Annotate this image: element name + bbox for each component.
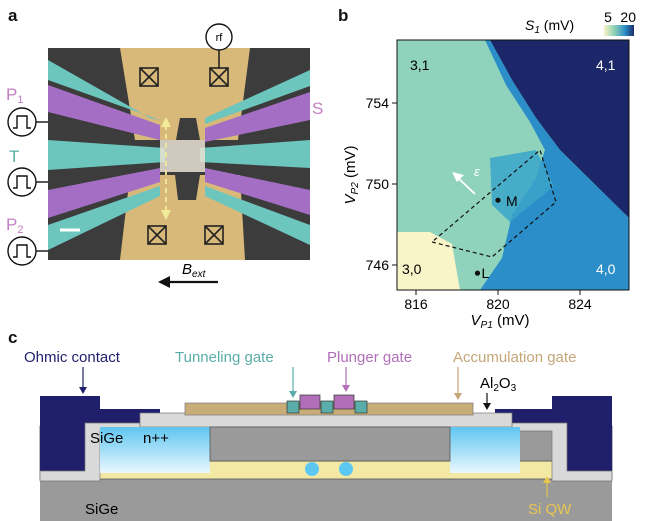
ohmic-contact-right	[495, 396, 612, 471]
heatmap	[397, 40, 629, 290]
tunneling-gate-2	[320, 400, 334, 414]
plunger-gate-2	[333, 394, 355, 410]
tunneling-gate-left-2	[48, 140, 165, 170]
y-ticks	[392, 102, 397, 266]
colorbar-label: S1 (mV)	[525, 17, 574, 36]
x-ticks	[415, 290, 581, 295]
label-ohmic: Ohmic contact	[24, 349, 121, 366]
pulse-source-p1-icon	[7, 107, 48, 137]
point-l-label: L	[482, 265, 490, 281]
label-accumulation: Accumulation gate	[453, 349, 576, 366]
region-3-0	[397, 232, 460, 290]
npp-left	[100, 427, 210, 473]
npp-right	[450, 427, 520, 473]
y-tick-750: 750	[366, 176, 390, 192]
panel-label-a: a	[8, 6, 18, 25]
panel-label-c: c	[8, 328, 18, 347]
region-label-3-0: 3,0	[402, 261, 422, 277]
colorbar-min: 5	[604, 9, 612, 25]
dashed-arrow	[161, 117, 171, 220]
sige-substrate	[40, 479, 612, 521]
label-sige-bottom: SiGe	[85, 501, 118, 518]
plunger-gate-left-2	[48, 168, 160, 218]
gate-stack	[209, 426, 451, 462]
pointer-arrows	[79, 367, 551, 497]
rf-port-icon	[205, 23, 233, 51]
quantum-dot-2	[339, 462, 353, 476]
label-t: T	[9, 147, 19, 166]
device-micrograph: rf P1 T P2 S Bext	[6, 23, 323, 288]
panel-label-b: b	[338, 6, 349, 25]
tunneling-gate-right-3	[205, 186, 310, 245]
label-siqw: Si QW	[528, 501, 572, 518]
label-bext: Bext	[182, 261, 207, 280]
pulse-source-t-icon	[7, 167, 48, 197]
plunger-gate-left-1	[48, 85, 160, 140]
label-tunneling: Tunneling gate	[175, 349, 274, 366]
region-label-4-1: 4,1	[596, 57, 616, 73]
y-axis-label: VP2 (mV)	[342, 146, 361, 205]
plot-frame	[396, 39, 630, 291]
region-4-1	[490, 40, 629, 218]
y-tick-754: 754	[366, 95, 390, 111]
label-p1: P1	[6, 85, 23, 106]
bext-arrow-icon	[158, 276, 170, 288]
dashed-region	[430, 148, 557, 258]
point-m-label: M	[506, 193, 518, 209]
label-npp: n++	[143, 430, 169, 447]
region-label-4-0: 4,0	[596, 261, 616, 277]
epsilon-arrow	[452, 172, 476, 195]
x-axis-label: VP1 (mV)	[471, 312, 530, 330]
region-mid-band	[490, 150, 554, 222]
x-tick-820: 820	[486, 296, 510, 312]
label-s: S	[312, 99, 323, 118]
tunneling-gate-1	[286, 400, 300, 414]
quantum-dot-1	[305, 462, 319, 476]
pulse-source-p2-icon	[7, 236, 48, 266]
channel	[160, 140, 205, 172]
tunneling-gate-right-2	[200, 140, 310, 168]
point-l	[474, 270, 481, 276]
plunger-gate-1	[299, 394, 321, 410]
rf-label: rf	[216, 32, 224, 44]
tunneling-gate-left-3	[48, 186, 160, 250]
label-p2: P2	[6, 215, 23, 236]
y-tick-746: 746	[366, 257, 390, 273]
colorbar	[604, 25, 634, 36]
plunger-gate-right-1	[205, 92, 310, 142]
x-tick-824: 824	[568, 296, 592, 312]
label-sige-top: SiGe	[90, 430, 123, 447]
region-label-3-1: 3,1	[410, 57, 430, 73]
x-tick-816: 816	[404, 296, 428, 312]
label-al2o3: Al2O3	[480, 375, 517, 394]
label-plunger: Plunger gate	[327, 349, 412, 366]
point-m	[495, 197, 501, 203]
tunneling-gate-right-1	[205, 70, 310, 124]
stability-chart: ε 3,1 4,1 3,0 4,0 M L 754 750 746 816 82…	[342, 9, 636, 330]
region-4-0	[480, 40, 629, 290]
cross-section: Ohmic contact Tunneling gate Plunger gat…	[24, 349, 613, 521]
ohmic-contact-boxes	[139, 67, 229, 245]
tunneling-gate-3	[354, 400, 368, 414]
epsilon-label: ε	[474, 164, 480, 179]
colorbar-max: 20	[620, 9, 636, 25]
plunger-gate-right-2	[205, 168, 310, 215]
ohmic-contact-left	[40, 396, 160, 471]
